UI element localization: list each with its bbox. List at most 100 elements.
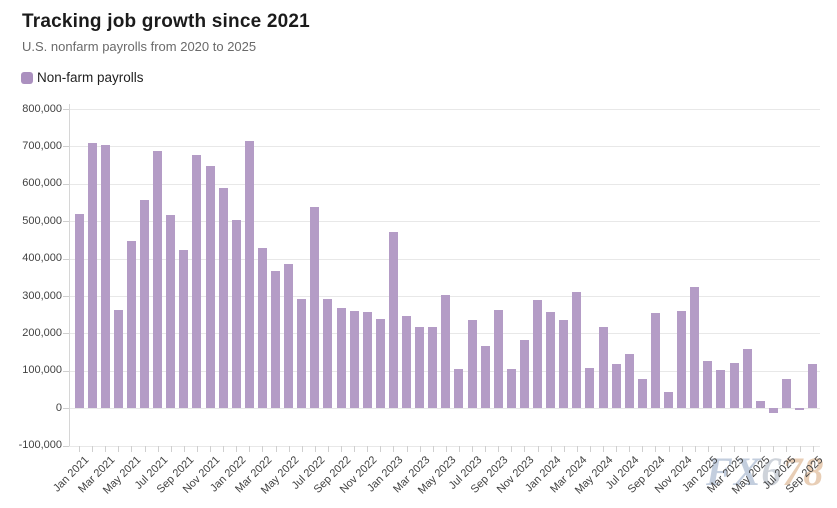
bar[interactable] bbox=[729, 363, 739, 409]
bar[interactable] bbox=[257, 248, 267, 409]
legend-label: Non-farm payrolls bbox=[37, 70, 144, 85]
y-tick-label: 600,000 bbox=[22, 177, 62, 190]
bar[interactable] bbox=[572, 292, 582, 409]
bar[interactable] bbox=[664, 391, 673, 409]
y-axis-tick bbox=[63, 370, 69, 372]
bar[interactable] bbox=[690, 287, 700, 409]
x-axis-tick bbox=[288, 445, 290, 452]
x-axis-tick bbox=[118, 445, 120, 452]
bar[interactable] bbox=[297, 298, 307, 409]
x-axis-tick bbox=[616, 445, 618, 452]
x-axis-tick bbox=[144, 445, 146, 452]
x-axis-tick bbox=[707, 445, 709, 452]
bar[interactable] bbox=[415, 327, 425, 409]
y-axis-line bbox=[69, 104, 70, 446]
x-axis-tick bbox=[458, 445, 460, 452]
bar[interactable] bbox=[795, 408, 804, 410]
bar[interactable] bbox=[480, 346, 490, 409]
x-axis-tick bbox=[79, 445, 80, 452]
bar[interactable] bbox=[441, 294, 451, 409]
bar[interactable] bbox=[506, 368, 516, 409]
bar[interactable] bbox=[231, 219, 241, 409]
bar[interactable] bbox=[637, 379, 647, 409]
bar[interactable] bbox=[349, 310, 359, 409]
y-axis-tick bbox=[63, 333, 69, 335]
bar[interactable] bbox=[703, 361, 713, 409]
x-axis-tick bbox=[537, 445, 539, 452]
x-axis-tick bbox=[629, 445, 631, 452]
x-axis-tick bbox=[314, 445, 316, 452]
bar[interactable] bbox=[546, 312, 556, 409]
bar[interactable] bbox=[284, 263, 294, 409]
bar[interactable] bbox=[716, 370, 726, 409]
bar[interactable] bbox=[271, 270, 280, 409]
bar[interactable] bbox=[493, 310, 503, 409]
bar[interactable] bbox=[677, 310, 687, 409]
bar[interactable] bbox=[153, 150, 163, 409]
bar[interactable] bbox=[126, 241, 136, 409]
bar[interactable] bbox=[611, 364, 621, 409]
x-axis-tick bbox=[786, 445, 788, 452]
bar[interactable] bbox=[113, 309, 123, 409]
bar[interactable] bbox=[585, 367, 595, 409]
bar[interactable] bbox=[388, 231, 398, 409]
bar[interactable] bbox=[755, 401, 765, 409]
gridline bbox=[69, 258, 820, 260]
bar[interactable] bbox=[244, 141, 254, 409]
bar[interactable] bbox=[218, 188, 228, 409]
bar[interactable] bbox=[519, 340, 529, 409]
bar[interactable] bbox=[179, 249, 189, 409]
x-axis-tick bbox=[157, 445, 159, 452]
x-axis-tick bbox=[576, 445, 578, 452]
x-axis-tick bbox=[354, 445, 356, 452]
bar[interactable] bbox=[467, 319, 477, 409]
bar[interactable] bbox=[310, 207, 320, 409]
bar[interactable] bbox=[624, 354, 634, 409]
x-axis-tick bbox=[262, 445, 264, 452]
bar[interactable] bbox=[362, 312, 372, 409]
bar[interactable] bbox=[402, 316, 411, 409]
x-axis-tick bbox=[747, 445, 749, 452]
bar[interactable] bbox=[323, 298, 333, 409]
bar[interactable] bbox=[140, 199, 149, 409]
bar[interactable] bbox=[166, 214, 176, 409]
x-axis-tick bbox=[210, 445, 211, 452]
x-axis-tick bbox=[275, 445, 277, 452]
bar[interactable] bbox=[559, 319, 569, 409]
bar[interactable] bbox=[808, 363, 818, 409]
bar[interactable] bbox=[192, 155, 202, 409]
bar[interactable] bbox=[650, 312, 660, 409]
y-axis-tick bbox=[63, 296, 69, 297]
bar[interactable] bbox=[428, 327, 438, 409]
bar[interactable] bbox=[87, 142, 97, 409]
bar[interactable] bbox=[781, 378, 791, 409]
bar[interactable] bbox=[205, 166, 215, 409]
bar[interactable] bbox=[336, 308, 346, 409]
x-axis-tick bbox=[170, 445, 172, 452]
y-tick-label: 400,000 bbox=[22, 252, 62, 265]
gridline bbox=[69, 183, 820, 185]
bar[interactable] bbox=[375, 319, 385, 409]
bar[interactable] bbox=[768, 408, 778, 414]
bar[interactable] bbox=[742, 349, 752, 409]
y-tick-label: 700,000 bbox=[22, 139, 62, 152]
bar[interactable] bbox=[454, 368, 464, 409]
bar[interactable] bbox=[598, 327, 608, 409]
x-axis-tick bbox=[563, 445, 565, 452]
x-axis-tick bbox=[498, 445, 500, 452]
y-axis-tick bbox=[63, 221, 69, 223]
legend-item-nonfarm-payrolls[interactable]: Non-farm payrolls bbox=[21, 70, 144, 85]
x-axis-tick bbox=[812, 445, 814, 452]
x-axis-tick bbox=[183, 445, 185, 452]
chart-title: Tracking job growth since 2021 bbox=[22, 11, 310, 32]
y-tick-label: 200,000 bbox=[22, 326, 62, 339]
bar[interactable] bbox=[100, 144, 110, 409]
x-axis-tick bbox=[92, 445, 94, 452]
y-axis-tick bbox=[63, 183, 69, 185]
x-axis-tick bbox=[603, 445, 604, 452]
bar[interactable] bbox=[533, 299, 542, 409]
x-axis-tick bbox=[380, 445, 382, 452]
gridline bbox=[69, 109, 820, 110]
x-axis-tick bbox=[367, 445, 369, 452]
bar[interactable] bbox=[74, 213, 84, 409]
